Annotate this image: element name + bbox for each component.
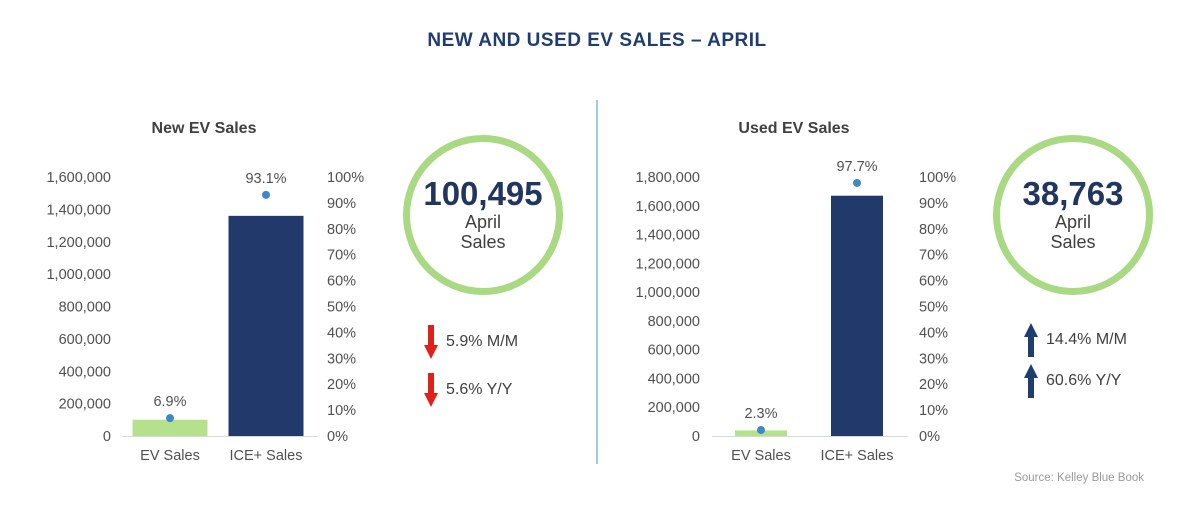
y-tick-label: 200,000 <box>59 397 111 413</box>
up-arrow-icon <box>1024 364 1038 398</box>
y2-tick-label: 20% <box>327 377 356 393</box>
y-tick-label: 600,000 <box>59 332 111 348</box>
y2-tick-label: 20% <box>919 377 948 393</box>
y-tick-label: 1,400,000 <box>635 228 700 244</box>
y2-tick-label: 100% <box>327 170 364 186</box>
share-point <box>262 190 270 199</box>
y2-tick-label: 70% <box>919 248 948 264</box>
panel-divider <box>596 100 598 464</box>
x-tick-label: EV Sales <box>731 448 791 464</box>
y-tick-label: 1,800,000 <box>635 170 700 186</box>
y2-tick-label: 10% <box>327 403 356 419</box>
y-tick-label: 1,000,000 <box>635 285 700 301</box>
y2-tick-label: 50% <box>919 300 948 316</box>
y-tick-label: 200,000 <box>648 400 700 416</box>
new-change-mm: 5.9% M/M <box>424 325 518 359</box>
y-tick-label: 1,400,000 <box>46 202 111 218</box>
source-note: Source: Kelley Blue Book <box>1014 472 1144 484</box>
y2-tick-label: 10% <box>919 403 948 419</box>
share-point <box>757 426 765 435</box>
share-data-label: 93.1% <box>245 171 286 187</box>
used-sales-value: 38,763 <box>1022 175 1124 212</box>
y2-tick-label: 100% <box>919 170 956 186</box>
share-data-label: 6.9% <box>153 394 186 410</box>
new-sales-ring: 100,495 April Sales <box>403 135 563 295</box>
y2-tick-label: 90% <box>327 196 356 212</box>
y-tick-label: 0 <box>692 429 700 445</box>
y2-tick-label: 70% <box>327 248 356 264</box>
up-arrow-icon <box>1024 323 1038 357</box>
bar-ice-sales <box>228 215 304 436</box>
new-sales-label-2: Sales <box>460 232 506 252</box>
y-tick-label: 400,000 <box>59 364 111 380</box>
new-change-mm-text: 5.9% M/M <box>446 333 519 350</box>
y2-tick-label: 90% <box>919 196 948 212</box>
share-point <box>166 414 174 423</box>
page-title: NEW AND USED EV SALES – APRIL <box>427 30 767 51</box>
y2-tick-label: 60% <box>327 274 356 290</box>
bar-ice-sales <box>831 195 883 436</box>
y2-tick-label: 80% <box>919 222 948 238</box>
used-ev-sales-chart: 0 200,000 400,000 600,000 800,000 1,000,000 1,… <box>635 159 956 464</box>
used-change-yy: 60.6% Y/Y <box>1024 364 1121 398</box>
y-tick-label: 1,200,000 <box>635 256 700 272</box>
y2-tick-label: 30% <box>327 351 356 367</box>
used-sales-label-1: April <box>1054 212 1091 232</box>
down-arrow-icon <box>424 325 438 359</box>
y2-tick-label: 40% <box>919 325 948 341</box>
y-tick-label: 1,000,000 <box>46 267 111 283</box>
new-sales-label-1: April <box>464 212 501 232</box>
y-tick-label: 1,600,000 <box>46 170 111 186</box>
share-data-label: 97.7% <box>836 159 877 175</box>
chart-title-used: Used EV Sales <box>738 120 850 137</box>
y-tick-label: 1,200,000 <box>46 235 111 251</box>
y-tick-label: 800,000 <box>648 314 700 330</box>
y2-tick-label: 0% <box>327 429 348 445</box>
x-tick-label: ICE+ Sales <box>230 448 303 464</box>
chart-title-new: New EV Sales <box>151 120 257 137</box>
used-sales-ring: 38,763 April Sales <box>993 135 1153 295</box>
y2-tick-label: 40% <box>327 325 356 341</box>
y2-tick-label: 60% <box>919 274 948 290</box>
down-arrow-icon <box>424 373 438 407</box>
new-change-yy: 5.6% Y/Y <box>424 373 512 407</box>
new-ev-sales-chart: 0 200,000 400,000 600,000 800,000 1,000,000 1,… <box>46 170 364 464</box>
y2-tick-label: 50% <box>327 300 356 316</box>
used-change-mm-text: 14.4% M/M <box>1046 331 1127 348</box>
y2-tick-label: 30% <box>919 351 948 367</box>
bar-ev-sales <box>132 419 208 436</box>
y2-tick-label: 80% <box>327 222 356 238</box>
y-tick-label: 800,000 <box>59 300 111 316</box>
x-tick-label: EV Sales <box>140 448 200 464</box>
used-change-yy-text: 60.6% Y/Y <box>1046 372 1122 389</box>
x-tick-label: ICE+ Sales <box>821 448 894 464</box>
y-tick-label: 600,000 <box>648 343 700 359</box>
y-tick-label: 0 <box>103 429 111 445</box>
y-tick-label: 400,000 <box>648 371 700 387</box>
new-change-yy-text: 5.6% Y/Y <box>446 381 513 398</box>
used-sales-label-2: Sales <box>1050 232 1096 252</box>
new-sales-value: 100,495 <box>423 175 543 212</box>
share-point <box>853 178 861 187</box>
share-data-label: 2.3% <box>744 406 777 422</box>
y2-tick-label: 0% <box>919 429 940 445</box>
y-tick-label: 1,600,000 <box>635 199 700 215</box>
used-change-mm: 14.4% M/M <box>1024 323 1127 357</box>
